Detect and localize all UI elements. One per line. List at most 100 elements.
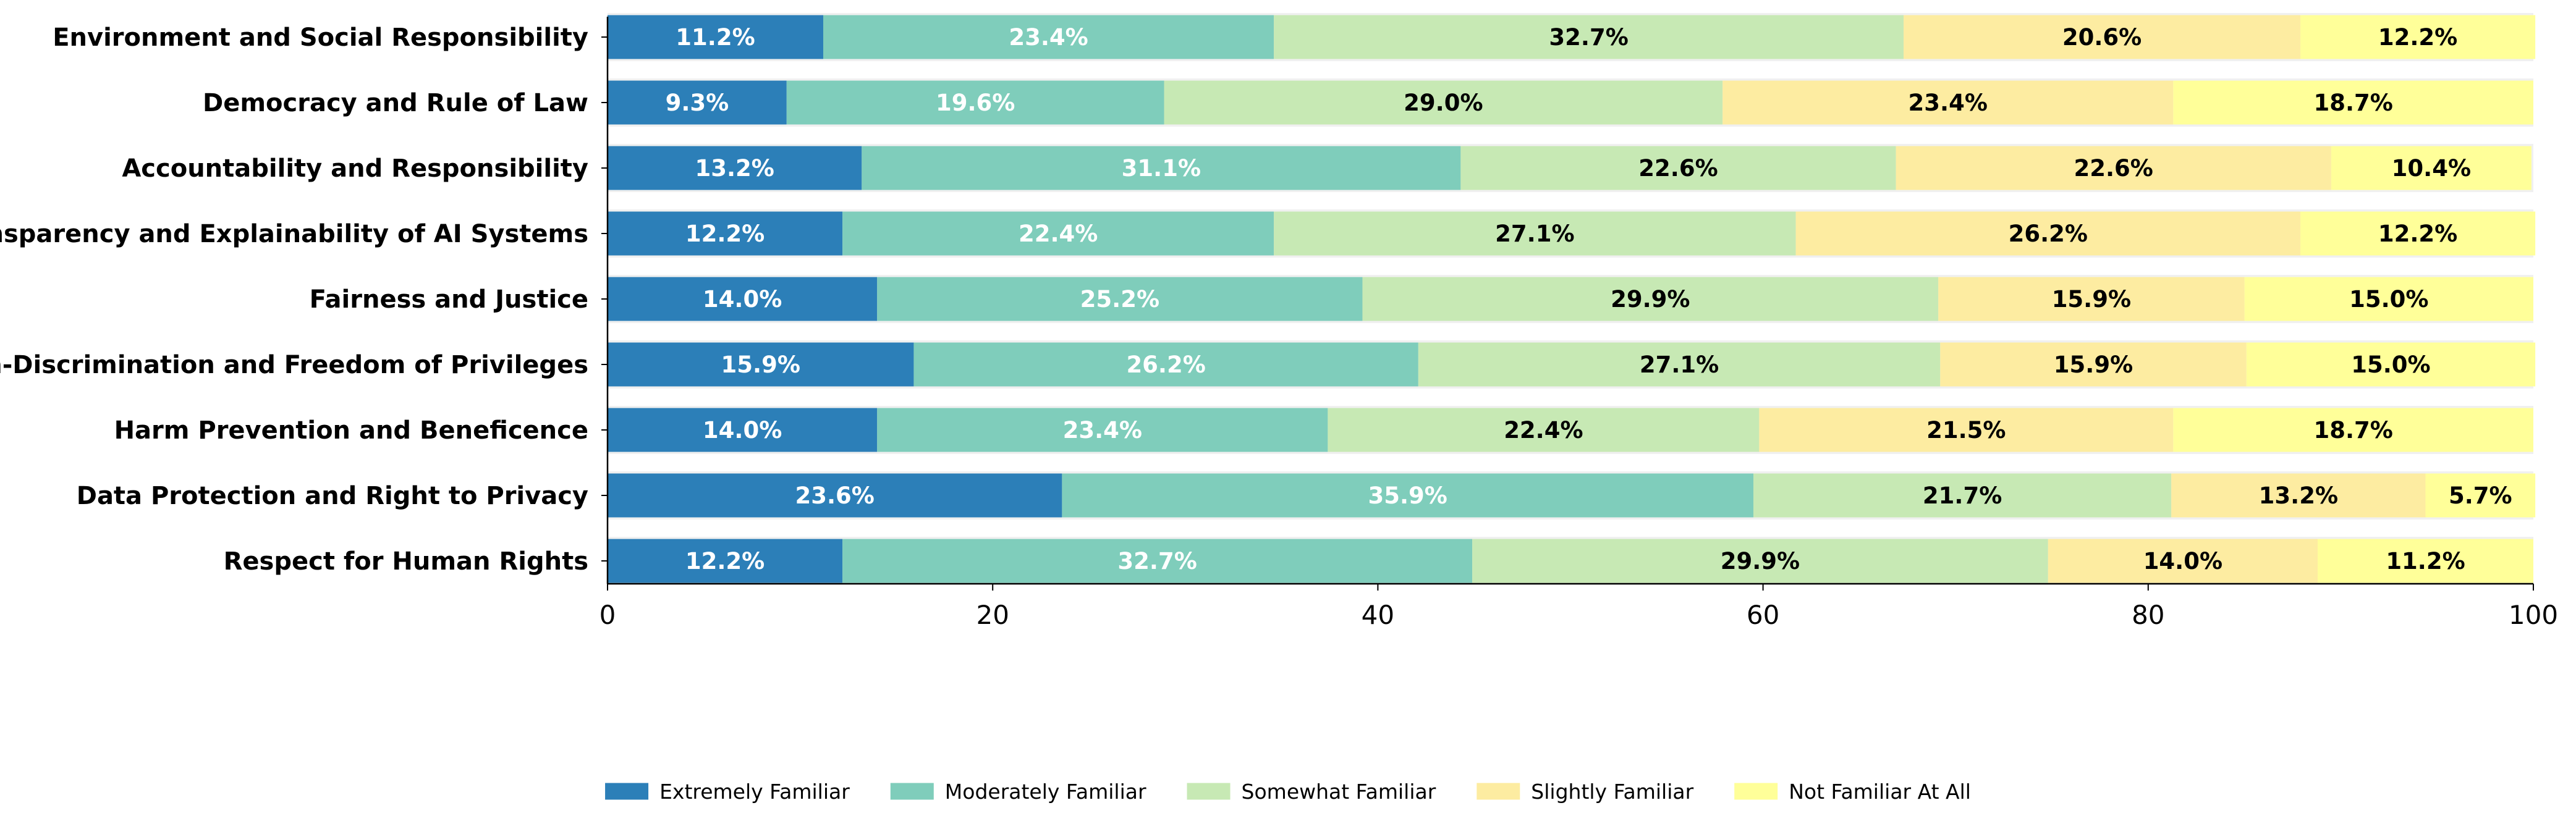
- legend: Extremely Familiar Moderately Familiar Som…: [605, 780, 1971, 804]
- legend-label: Extremely Familiar: [659, 780, 850, 804]
- data-label: 15.9%: [721, 351, 800, 378]
- data-label: 22.6%: [2074, 155, 2153, 182]
- bar-segment: [1896, 146, 2331, 190]
- bar-segment: [1062, 473, 1754, 518]
- data-label: 18.7%: [2313, 417, 2392, 444]
- bar-segment: [842, 539, 1473, 583]
- legend-label: Somewhat Familiar: [1242, 780, 1436, 804]
- data-label: 15.0%: [2351, 351, 2430, 378]
- bar-segment: [2173, 80, 2533, 125]
- bar-segment: [877, 408, 1328, 452]
- bar-segment: [1472, 539, 2048, 583]
- data-label: 21.7%: [1923, 482, 2002, 509]
- data-label: 23.4%: [1909, 90, 1988, 116]
- data-label: 13.2%: [695, 155, 774, 182]
- category-label: Data Protection and Right to Privacy: [77, 482, 588, 510]
- data-label: 11.2%: [676, 24, 755, 51]
- bar-segment: [608, 277, 878, 321]
- x-tick-label: 80: [2132, 600, 2164, 630]
- x-tick-label: 100: [2509, 600, 2558, 630]
- bar-segment: [2318, 539, 2533, 583]
- bar-segment: [1328, 408, 1760, 452]
- data-label: 26.2%: [1126, 351, 1205, 378]
- bar-segment: [1460, 146, 1896, 190]
- data-label: 29.9%: [1611, 286, 1690, 313]
- data-label: 9.3%: [666, 90, 729, 116]
- bar-segment: [2425, 473, 2536, 518]
- category-labels: Environment and Social Responsibility Dem…: [0, 23, 588, 576]
- data-label: 20.6%: [2062, 24, 2142, 51]
- data-label: 15.9%: [2054, 351, 2133, 378]
- bar-segment: [1164, 80, 1723, 125]
- bar-segment: [1722, 80, 2174, 125]
- bar-segment: [1940, 342, 2247, 387]
- bar-segment: [1759, 408, 2174, 452]
- data-label: 13.2%: [2259, 482, 2338, 509]
- data-label: 32.7%: [1549, 24, 1628, 51]
- bar-segment: [2300, 211, 2536, 256]
- bar-segment: [877, 277, 1363, 321]
- bar-segment: [608, 342, 914, 387]
- bar-segment: [608, 473, 1062, 518]
- bar-segment: [1753, 473, 2172, 518]
- bar-segment: [823, 15, 1274, 59]
- bar-segment: [1362, 277, 1939, 321]
- data-label: 27.1%: [1495, 221, 1574, 247]
- bar-segment: [786, 80, 1164, 125]
- data-label: 12.2%: [685, 548, 765, 574]
- category-label: Democracy and Rule of Law: [203, 89, 588, 117]
- bar-segment: [608, 211, 843, 256]
- category-label: Non-Discrimination and Freedom of Privil…: [0, 351, 588, 379]
- bar-segment: [608, 80, 787, 125]
- bar-segment: [2244, 277, 2533, 321]
- data-label: 22.6%: [1638, 155, 1718, 182]
- data-label: 19.6%: [936, 90, 1015, 116]
- bar-segment: [608, 15, 823, 59]
- x-tick-label: 20: [976, 600, 1009, 630]
- bar-segment: [2300, 15, 2536, 59]
- legend-swatch: [605, 783, 649, 800]
- category-label: Environment and Social Responsibility: [53, 23, 588, 52]
- data-label: 12.2%: [2378, 221, 2457, 247]
- category-label: Transparency and Explainability of AI Sy…: [0, 220, 588, 248]
- data-label: 5.7%: [2449, 482, 2512, 509]
- bar-segment: [842, 211, 1274, 256]
- bar-segment: [608, 146, 862, 190]
- data-label: 23.6%: [795, 482, 875, 509]
- data-label: 27.1%: [1640, 351, 1719, 378]
- data-label: 15.9%: [2052, 286, 2131, 313]
- data-label: 12.2%: [685, 221, 765, 247]
- bar-segment: [608, 408, 878, 452]
- x-tick-label: 0: [600, 600, 616, 630]
- x-tick-label: 40: [1362, 600, 1394, 630]
- legend-swatch: [1734, 783, 1778, 800]
- data-label: 12.2%: [2378, 24, 2457, 51]
- bar-segment: [2171, 473, 2426, 518]
- bar-segment: [1418, 342, 1941, 387]
- legend-swatch: [1477, 783, 1520, 800]
- data-label: 11.2%: [2386, 548, 2465, 574]
- data-label: 23.4%: [1063, 417, 1142, 444]
- bar-segment: [862, 146, 1461, 190]
- data-label: 35.9%: [1368, 482, 1447, 509]
- data-label: 31.1%: [1122, 155, 1201, 182]
- category-label: Respect for Human Rights: [224, 547, 588, 576]
- bar-segment: [2246, 342, 2536, 387]
- legend-label: Moderately Familiar: [945, 780, 1146, 804]
- axes: 0 20 40 60 80 100: [600, 17, 2558, 630]
- data-label: 25.2%: [1080, 286, 1159, 313]
- legend-label: Slightly Familiar: [1531, 780, 1693, 804]
- bar-segment: [1795, 211, 2300, 256]
- data-label: 32.7%: [1117, 548, 1197, 574]
- data-label: 26.2%: [2009, 221, 2088, 247]
- bar-segment: [2331, 146, 2532, 190]
- data-label: 22.4%: [1504, 417, 1583, 444]
- data-label: 14.0%: [703, 417, 782, 444]
- category-label: Harm Prevention and Beneficence: [114, 416, 588, 445]
- bar-segment: [1938, 277, 2245, 321]
- category-label: Fairness and Justice: [310, 285, 588, 314]
- x-tick-label: 60: [1747, 600, 1779, 630]
- data-label: 14.0%: [2143, 548, 2222, 574]
- bar-segment: [2173, 408, 2533, 452]
